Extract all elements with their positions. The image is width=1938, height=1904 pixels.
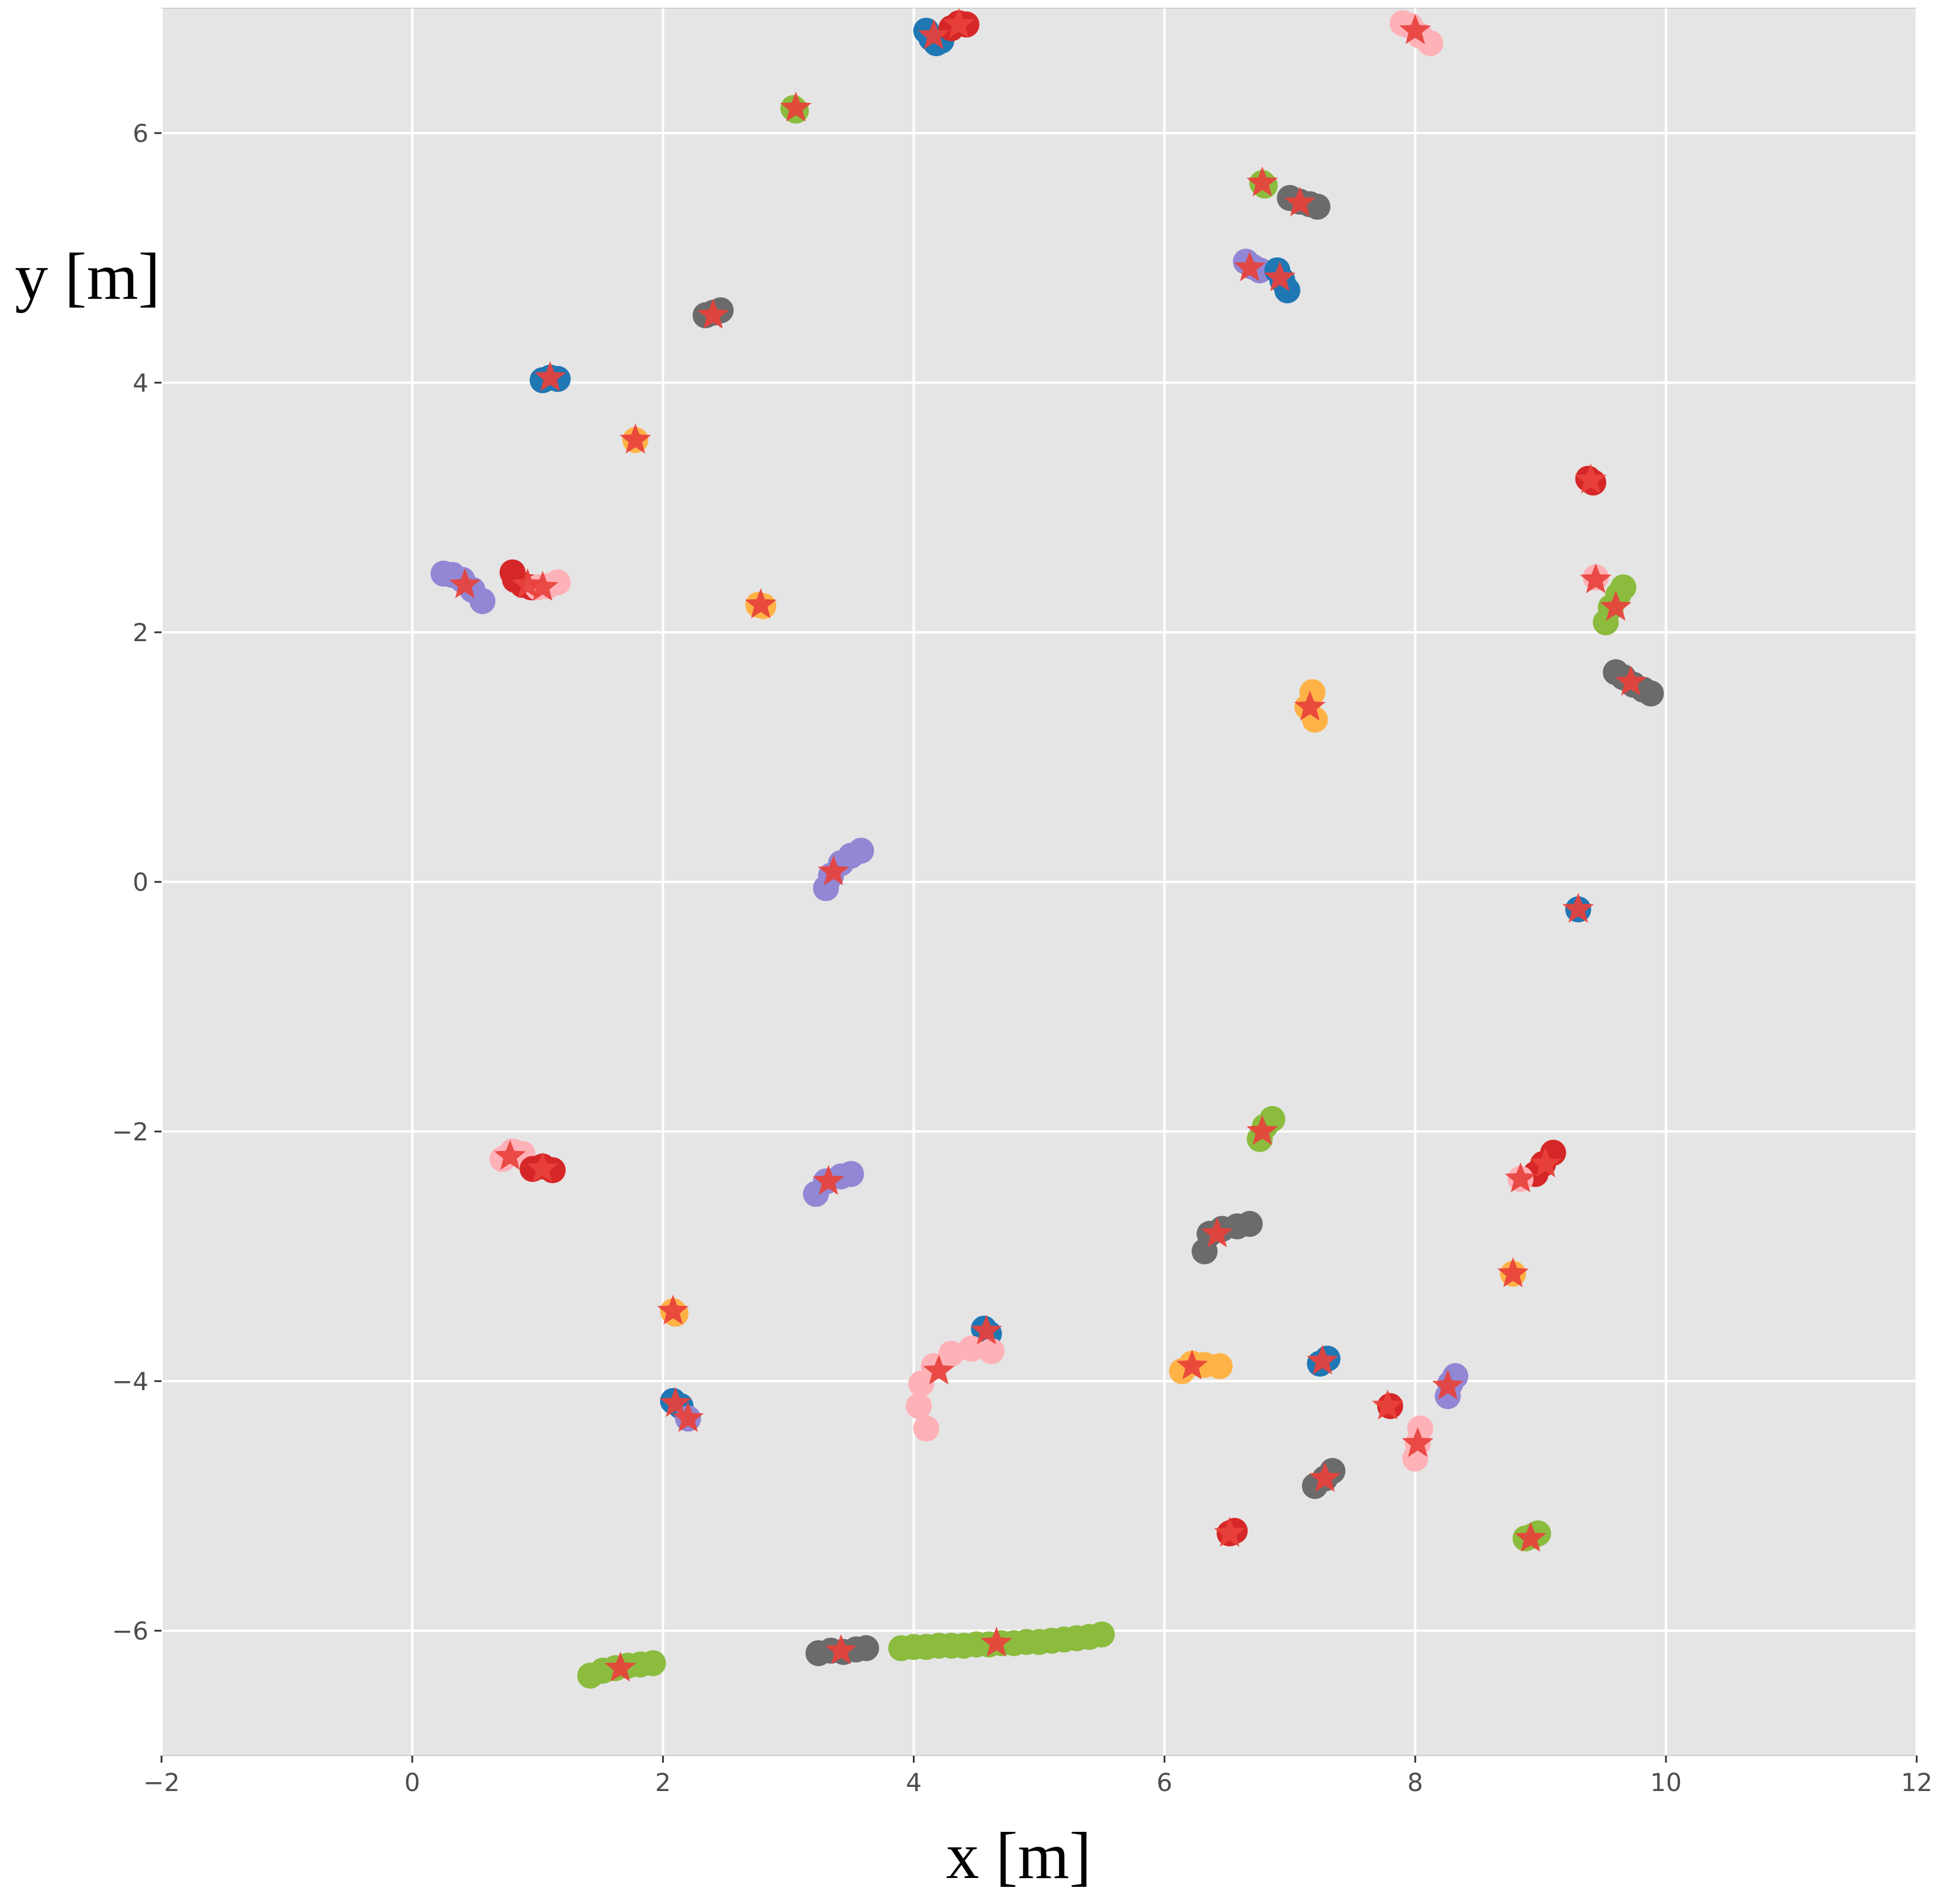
x-tick-label: 0 — [404, 1768, 420, 1797]
star-marker — [780, 91, 812, 122]
star-marker — [1201, 1217, 1233, 1247]
track-point — [1417, 30, 1443, 57]
track-point — [913, 1415, 939, 1442]
star-marker — [1600, 590, 1632, 621]
y-tick-label: −6 — [112, 1617, 148, 1646]
y-tick-label: 6 — [133, 119, 148, 148]
y-tick-label: 2 — [133, 618, 148, 647]
track-pink — [906, 1336, 1004, 1442]
star-marker — [1562, 893, 1594, 923]
track-point — [1206, 1353, 1233, 1379]
y-tick-labels: −6 −4 −2 0 2 4 6 — [112, 119, 148, 1646]
star-marker — [1530, 1147, 1562, 1178]
track-point — [978, 1338, 1004, 1365]
star-marker — [534, 361, 566, 392]
star-marker — [745, 588, 777, 619]
track-point — [853, 1635, 880, 1661]
star-marker — [1246, 1115, 1278, 1145]
star-marker — [943, 8, 975, 38]
star-marker — [970, 1314, 1003, 1345]
track-point — [938, 1340, 965, 1367]
star-marker — [1214, 1517, 1246, 1547]
x-tick-label: 12 — [1901, 1768, 1932, 1797]
star-marker — [512, 568, 544, 599]
y-tick-label: 4 — [133, 368, 148, 397]
star-marker — [494, 1140, 526, 1170]
star-marker — [1284, 186, 1316, 216]
track-point — [1088, 1621, 1115, 1648]
axis-ticks — [154, 132, 1918, 1763]
x-tick-label: −2 — [143, 1768, 180, 1797]
star-marker — [1294, 690, 1326, 721]
star-marker — [619, 424, 651, 454]
x-tick-label: 4 — [906, 1768, 922, 1797]
track-point — [1637, 680, 1664, 707]
star-marker — [449, 568, 481, 599]
star-marker — [1580, 563, 1612, 593]
star-marker — [657, 1294, 689, 1325]
star-marker — [1401, 1427, 1434, 1457]
star-marker — [697, 299, 729, 329]
x-tick-label: 8 — [1407, 1768, 1423, 1797]
track-point — [469, 588, 496, 615]
y-tick-label: −2 — [112, 1117, 148, 1146]
star-marker — [1615, 665, 1647, 696]
star-marker — [1306, 1344, 1339, 1375]
star-marker — [672, 1402, 704, 1432]
star-marker — [1432, 1369, 1464, 1400]
x-axis-title: x [m] — [946, 1819, 1091, 1893]
star-marker — [1372, 1389, 1404, 1420]
star-marker — [812, 1165, 845, 1195]
x-tick-label: 2 — [655, 1768, 671, 1797]
track-point — [848, 838, 874, 864]
y-tick-label: 0 — [133, 868, 148, 897]
star-marker — [605, 1651, 637, 1682]
star-marker — [1233, 251, 1266, 282]
star-marker — [1309, 1462, 1341, 1492]
x-tick-label: 10 — [1650, 1768, 1681, 1797]
star-markers — [449, 8, 1647, 1682]
star-marker — [1264, 261, 1296, 292]
star-marker — [1514, 1521, 1546, 1552]
star-marker — [660, 1387, 692, 1417]
y-axis-title: y [m] — [15, 240, 160, 313]
star-marker — [923, 1355, 955, 1385]
track-point — [1407, 1415, 1433, 1442]
star-marker — [1246, 166, 1278, 197]
star-marker — [818, 855, 850, 885]
track-point — [906, 1393, 932, 1420]
x-tick-label: 6 — [1157, 1768, 1173, 1797]
star-marker — [527, 1152, 558, 1182]
y-tick-label: −4 — [112, 1367, 148, 1396]
track-point — [639, 1650, 666, 1676]
star-marker — [1504, 1162, 1536, 1192]
x-tick-labels: −2 0 2 4 6 8 10 12 — [143, 1768, 1933, 1797]
star-marker — [527, 571, 558, 601]
track-gray — [805, 1635, 880, 1666]
star-marker — [825, 1634, 857, 1664]
star-marker — [980, 1627, 1013, 1657]
star-marker — [1575, 463, 1607, 494]
track-point — [838, 1160, 864, 1187]
star-marker — [1497, 1257, 1529, 1288]
star-marker — [1176, 1349, 1208, 1380]
star-marker — [1399, 14, 1431, 44]
track-point — [1236, 1211, 1263, 1237]
star-marker — [918, 19, 950, 50]
